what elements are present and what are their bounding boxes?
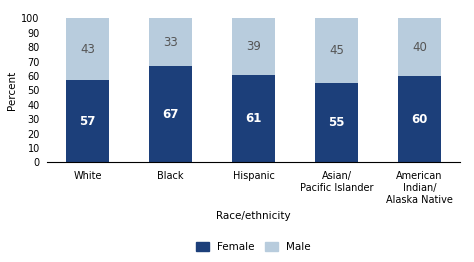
Bar (66, 80, 109, 162)
Bar (149, 66, 192, 162)
Text: 45: 45 (329, 44, 344, 57)
Bar (398, 18, 441, 76)
Legend: Female, Male: Female, Male (194, 240, 313, 254)
Text: 40: 40 (412, 41, 427, 54)
Y-axis label: Percent: Percent (7, 71, 17, 110)
Bar (232, 74, 275, 162)
Text: 60: 60 (411, 113, 428, 126)
Text: 67: 67 (163, 108, 179, 121)
Text: 57: 57 (80, 115, 96, 128)
Text: Race/ethnicity: Race/ethnicity (216, 211, 291, 221)
Text: 33: 33 (163, 36, 178, 49)
Text: 43: 43 (80, 43, 95, 56)
Text: 61: 61 (246, 112, 262, 125)
Bar (315, 18, 358, 83)
Bar (232, 18, 275, 74)
Bar (149, 18, 192, 66)
Bar (315, 83, 358, 162)
Text: 55: 55 (328, 116, 345, 129)
Text: 39: 39 (246, 40, 261, 53)
Bar (398, 76, 441, 162)
Bar (66, 18, 109, 80)
